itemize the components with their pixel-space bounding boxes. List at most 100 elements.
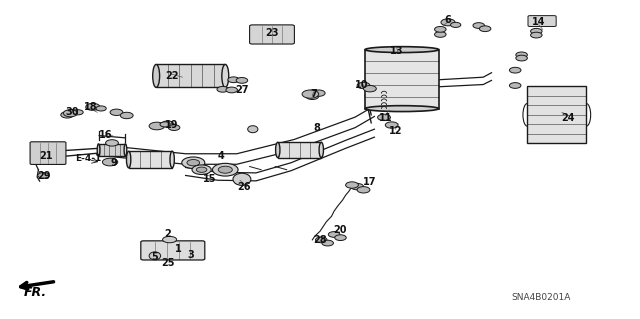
Text: 2: 2 — [164, 228, 171, 239]
FancyBboxPatch shape — [250, 25, 294, 44]
Bar — [365, 50, 439, 108]
Text: 29: 29 — [36, 171, 51, 181]
Text: 3: 3 — [188, 250, 194, 260]
Circle shape — [86, 103, 100, 110]
Circle shape — [63, 110, 77, 117]
Bar — [527, 86, 586, 143]
Circle shape — [346, 182, 358, 188]
Circle shape — [509, 83, 521, 88]
Bar — [99, 144, 125, 156]
Text: 19: 19 — [164, 120, 179, 130]
Ellipse shape — [97, 144, 100, 156]
Text: 12: 12 — [388, 126, 403, 137]
Circle shape — [149, 122, 164, 130]
FancyBboxPatch shape — [30, 142, 66, 165]
Text: 6: 6 — [445, 15, 451, 25]
Circle shape — [162, 121, 173, 127]
Bar — [156, 64, 225, 87]
Ellipse shape — [365, 47, 439, 53]
Circle shape — [302, 90, 319, 98]
Text: 22: 22 — [164, 71, 179, 81]
Circle shape — [357, 187, 370, 193]
Text: 1: 1 — [175, 244, 181, 255]
Text: 4: 4 — [218, 151, 224, 161]
Circle shape — [218, 166, 232, 173]
Circle shape — [66, 109, 77, 115]
Text: 23: 23 — [265, 27, 279, 38]
Circle shape — [212, 163, 238, 176]
Ellipse shape — [365, 106, 439, 112]
Circle shape — [217, 86, 228, 92]
Circle shape — [435, 26, 446, 32]
Circle shape — [531, 32, 542, 38]
Text: 25: 25 — [161, 258, 175, 268]
Circle shape — [160, 122, 170, 127]
Circle shape — [196, 167, 207, 172]
Ellipse shape — [233, 173, 251, 185]
Circle shape — [187, 160, 200, 166]
Circle shape — [96, 106, 106, 111]
Text: 8: 8 — [314, 123, 320, 133]
Ellipse shape — [170, 151, 174, 168]
Circle shape — [335, 235, 346, 241]
Text: 7: 7 — [310, 89, 317, 99]
Circle shape — [364, 85, 376, 92]
Text: 13: 13 — [390, 46, 404, 56]
Circle shape — [531, 28, 542, 34]
Circle shape — [102, 158, 118, 166]
Circle shape — [516, 55, 527, 61]
Text: 5: 5 — [152, 252, 158, 262]
Text: 15: 15 — [203, 174, 217, 184]
Circle shape — [110, 109, 123, 115]
Text: 21: 21 — [39, 151, 53, 161]
Ellipse shape — [124, 144, 127, 156]
Text: 20: 20 — [333, 225, 348, 235]
Circle shape — [435, 32, 446, 37]
Text: 9: 9 — [111, 158, 117, 168]
Text: E-4-1: E-4-1 — [76, 154, 102, 163]
FancyBboxPatch shape — [528, 16, 556, 26]
Text: 26: 26 — [237, 182, 252, 192]
FancyBboxPatch shape — [141, 241, 205, 260]
Text: 24: 24 — [561, 113, 575, 123]
Text: SNA4B0201A: SNA4B0201A — [511, 293, 570, 302]
Circle shape — [509, 67, 521, 73]
Circle shape — [451, 22, 461, 27]
Circle shape — [306, 93, 319, 100]
Circle shape — [441, 19, 455, 26]
Text: 30: 30 — [65, 107, 79, 117]
Ellipse shape — [163, 236, 177, 243]
Ellipse shape — [319, 142, 323, 158]
Circle shape — [378, 114, 390, 121]
Circle shape — [236, 78, 248, 83]
Circle shape — [73, 110, 83, 115]
Circle shape — [120, 112, 133, 119]
Text: 17: 17 — [363, 177, 377, 188]
Text: FR.: FR. — [24, 286, 47, 299]
Circle shape — [228, 77, 239, 83]
Circle shape — [516, 52, 527, 58]
Circle shape — [38, 173, 49, 178]
Circle shape — [192, 165, 211, 174]
Ellipse shape — [222, 64, 228, 87]
Text: 16: 16 — [99, 130, 113, 140]
Text: 10: 10 — [355, 79, 369, 90]
Circle shape — [479, 26, 491, 32]
Ellipse shape — [153, 64, 159, 87]
Bar — [278, 142, 321, 158]
Circle shape — [182, 157, 205, 168]
Circle shape — [473, 23, 484, 28]
Ellipse shape — [127, 151, 131, 168]
Circle shape — [351, 183, 364, 190]
Text: 18: 18 — [84, 102, 98, 112]
Circle shape — [385, 122, 398, 128]
Circle shape — [328, 232, 340, 237]
Bar — [129, 151, 172, 168]
Circle shape — [322, 240, 333, 246]
Circle shape — [106, 140, 118, 146]
Circle shape — [61, 112, 74, 118]
Circle shape — [316, 237, 327, 243]
Circle shape — [312, 90, 325, 96]
Ellipse shape — [248, 126, 258, 133]
Text: 14: 14 — [532, 17, 546, 27]
